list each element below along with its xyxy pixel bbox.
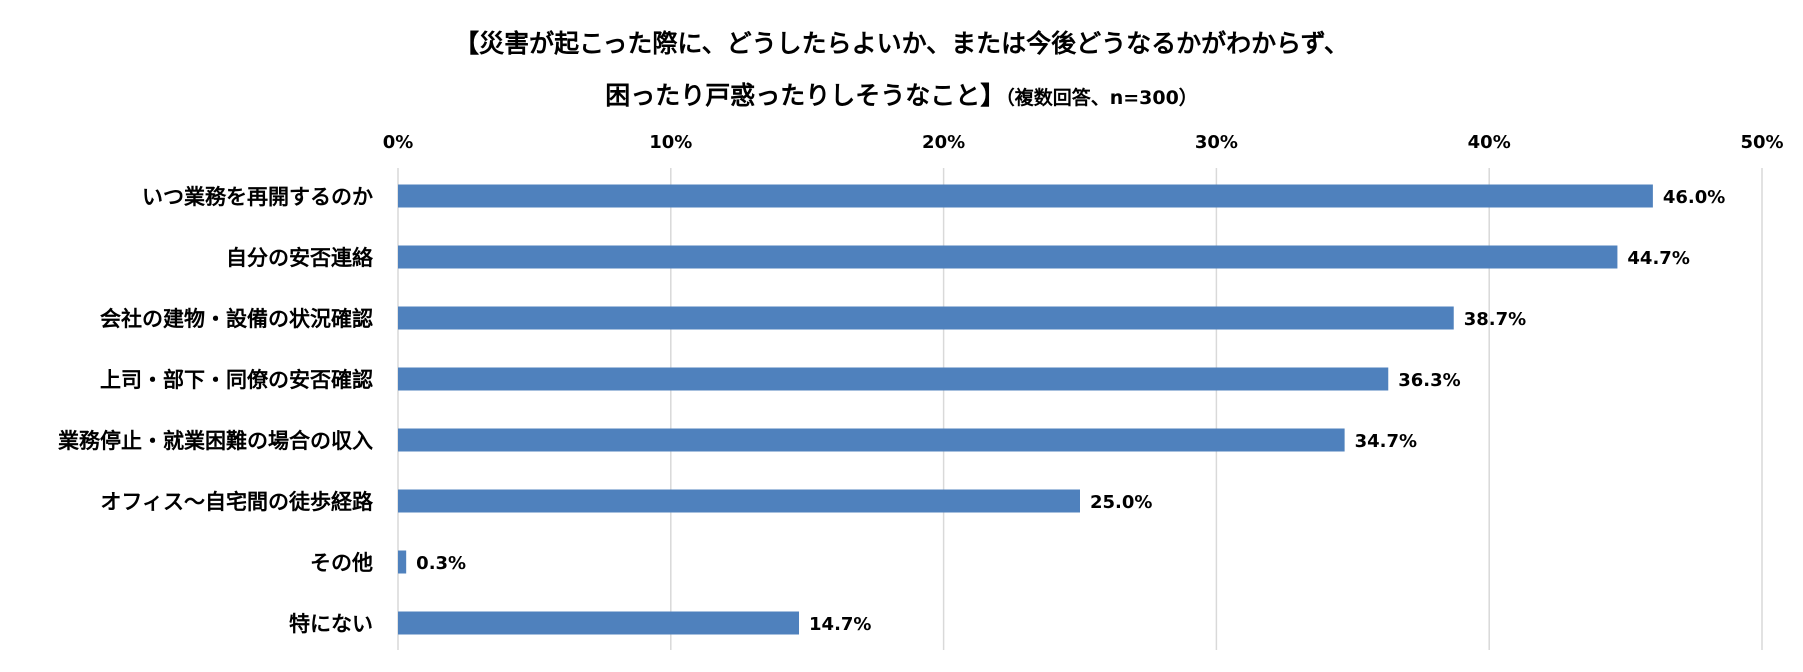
bar [398, 245, 1618, 269]
category-label: その他 [310, 551, 373, 575]
category-label: 業務停止・就業困難の場合の収入 [58, 429, 373, 453]
bar [398, 550, 407, 574]
gridlines [397, 168, 1763, 650]
value-label: 38.7% [1464, 309, 1526, 330]
category-label: オフィス～自宅間の徒歩経路 [100, 490, 374, 514]
x-tick-label: 0% [383, 132, 414, 153]
value-label: 36.3% [1398, 370, 1460, 391]
category-label: 特にない [289, 612, 373, 636]
chart-title-main: 困ったり戸惑ったりしそうなこと】 [605, 81, 1006, 110]
category-label: 会社の建物・設備の状況確認 [100, 307, 373, 331]
x-tick-label: 20% [922, 132, 965, 153]
bar [398, 428, 1345, 452]
bar [398, 306, 1454, 330]
category-label: 上司・部下・同僚の安否確認 [100, 368, 373, 392]
category-label: いつ業務を再開するのか [142, 185, 373, 209]
x-tick-label: 50% [1740, 132, 1783, 153]
x-tick-label: 30% [1195, 132, 1238, 153]
bar [398, 611, 800, 635]
value-label: 25.0% [1090, 492, 1152, 513]
value-labels: 46.0% 44.7% 38.7% 36.3% 34.7% 25.0% 0.3% 14.7% [416, 187, 1725, 635]
value-label: 46.0% [1663, 187, 1725, 208]
x-tick-label: 40% [1468, 132, 1511, 153]
bar [398, 367, 1389, 391]
bars [398, 184, 1653, 635]
value-label: 0.3% [416, 553, 466, 574]
chart-title-line1: 【災害が起こった際に、どうしたらよいか、または今後どうなるかがわからず、 [454, 29, 1349, 58]
category-label: 自分の安否連絡 [226, 246, 374, 270]
value-label: 34.7% [1355, 431, 1417, 452]
category-labels: いつ業務を再開するのか自分の安否連絡会社の建物・設備の状況確認上司・部下・同僚の… [58, 185, 374, 636]
bar [398, 184, 1653, 208]
bar [398, 489, 1080, 513]
chart-title-note: （複数回答、n=300） [1005, 87, 1198, 109]
value-label: 44.7% [1627, 248, 1689, 269]
chart-title-line2: 困ったり戸惑ったりしそうなこと】（複数回答、n=300） [0, 76, 1803, 112]
x-tick-label: 10% [649, 132, 692, 153]
value-label: 14.7% [809, 614, 871, 635]
x-axis-ticks: 0% 10% 20% 30% 40% 50% [383, 132, 1784, 153]
